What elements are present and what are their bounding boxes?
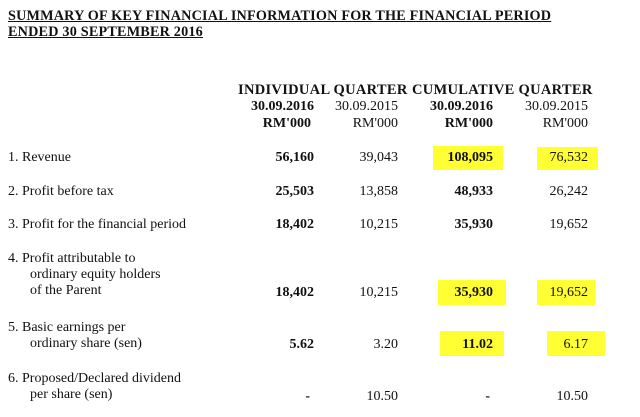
- row-label: 1. Revenue: [8, 150, 71, 166]
- row-label: 6. Proposed/Declared dividend per share …: [8, 371, 181, 403]
- table-cell: 10,215: [359, 217, 399, 232]
- table-cell: 39,043: [359, 150, 399, 165]
- row-label-line: per share (sen): [30, 387, 113, 402]
- group-header-cumulative: CUMULATIVE QUARTER: [412, 82, 593, 98]
- col-header-date: 30.09.2015: [525, 99, 588, 114]
- table-cell: -: [305, 389, 310, 404]
- col-header-unit: RM'000: [542, 116, 588, 131]
- col-header-unit: RM'000: [262, 116, 311, 131]
- table-cell: 10.50: [556, 389, 589, 404]
- highlight-mark: [537, 147, 598, 170]
- table-cell: 10,215: [359, 285, 399, 300]
- table-cell: 108,095: [447, 150, 494, 165]
- table-cell: 25,503: [275, 184, 315, 199]
- highlight-mark: [433, 146, 503, 170]
- row-label-line: 4. Profit attributable to: [8, 251, 136, 266]
- col-header-date: 30.09.2016: [251, 99, 314, 114]
- table-cell: 19,652: [549, 285, 589, 300]
- table-cell: 18,402: [275, 217, 315, 232]
- table-cell: 76,532: [549, 150, 589, 165]
- row-label-line: 5. Basic earnings per: [8, 320, 126, 335]
- table-cell: 6.17: [563, 337, 589, 352]
- table-cell: 35,930: [454, 217, 494, 232]
- row-label-line: 2. Profit before tax: [8, 184, 114, 199]
- table-cell: 13,858: [359, 184, 399, 199]
- table-cell: 10.50: [366, 389, 399, 404]
- row-label: 2. Profit before tax: [8, 184, 114, 200]
- row-label-line: of the Parent: [30, 283, 102, 298]
- title-line-2: ENDED 30 SEPTEMBER 2016: [8, 24, 203, 40]
- table-cell: 18,402: [275, 285, 315, 300]
- row-label-line: ordinary share (sen): [30, 336, 142, 351]
- table-cell: 26,242: [549, 184, 589, 199]
- highlight-mark: [547, 331, 605, 356]
- table-cell: 5.62: [289, 337, 315, 352]
- table-cell: 48,933: [454, 184, 494, 199]
- row-label: 4. Profit attributable to ordinary equit…: [8, 251, 161, 299]
- table-cell: -: [485, 389, 490, 404]
- highlight-mark: [438, 280, 506, 305]
- col-header-date: 30.09.2016: [430, 99, 493, 114]
- highlight-mark: [537, 280, 595, 305]
- page-title: SUMMARY OF KEY FINANCIAL INFORMATION FOR…: [8, 8, 608, 40]
- row-label-line: 6. Proposed/Declared dividend: [8, 371, 182, 386]
- highlight-mark: [440, 331, 504, 356]
- row-label: 5. Basic earnings per ordinary share (se…: [8, 320, 142, 352]
- col-header-unit: RM'000: [444, 116, 493, 131]
- row-label-line: 3. Profit for the financial period: [8, 217, 187, 232]
- table-cell: 35,930: [454, 285, 494, 300]
- row-label-line: ordinary equity holders: [30, 267, 161, 282]
- title-line-1: SUMMARY OF KEY FINANCIAL INFORMATION FOR…: [8, 8, 552, 24]
- table-cell: 3.20: [373, 337, 399, 352]
- table-cell: 19,652: [549, 217, 589, 232]
- group-header-individual: INDIVIDUAL QUARTER: [238, 82, 408, 98]
- table-cell: 56,160: [275, 150, 315, 165]
- row-label: 3. Profit for the financial period: [8, 217, 186, 233]
- row-label-line: 1. Revenue: [8, 150, 71, 165]
- table-cell: 11.02: [462, 337, 493, 352]
- col-header-date: 30.09.2015: [335, 99, 398, 114]
- col-header-unit: RM'000: [352, 116, 398, 131]
